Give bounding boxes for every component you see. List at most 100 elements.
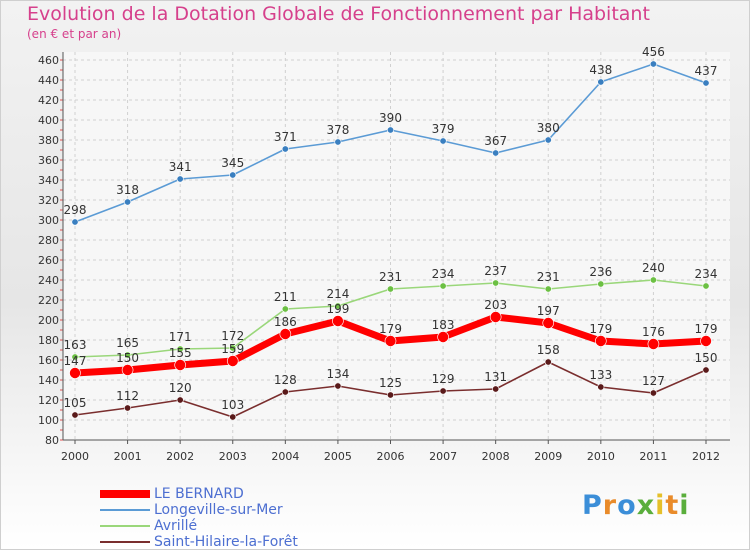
legend-swatch-saint-hilaire-la-foret	[100, 541, 150, 543]
data-point-le-bernard	[595, 335, 607, 347]
data-point-le-bernard	[279, 328, 292, 340]
data-label-avrille: 231	[379, 270, 402, 284]
data-point-longeville-sur-mer	[702, 79, 710, 87]
data-point-longeville-sur-mer	[229, 171, 237, 179]
data-label-saint-hilaire-la-foret: 158	[537, 343, 560, 357]
data-label-avrille: 214	[326, 287, 349, 301]
legend-swatch-avrille	[100, 525, 150, 527]
legend-label-longeville-sur-mer: Longeville-sur-Mer	[154, 502, 283, 518]
data-point-saint-hilaire-la-foret	[492, 385, 500, 393]
data-label-le-bernard: 203	[484, 298, 507, 312]
data-point-saint-hilaire-la-foret	[334, 382, 342, 390]
data-label-longeville-sur-mer: 345	[221, 156, 244, 170]
data-point-saint-hilaire-la-foret	[649, 389, 657, 397]
legend-item-saint-hilaire-la-foret: Saint-Hilaire-la-Forêt	[100, 534, 298, 550]
data-label-avrille: 211	[274, 290, 297, 304]
data-point-saint-hilaire-la-foret	[176, 396, 184, 404]
x-tick-label: 2009	[534, 450, 562, 463]
y-tick-label: 220	[38, 294, 59, 307]
data-label-saint-hilaire-la-foret: 105	[64, 396, 87, 410]
chart-title: Evolution de la Dotation Globale de Fonc…	[27, 3, 650, 25]
plot-area	[63, 52, 730, 440]
x-tick-label: 2003	[219, 450, 247, 463]
data-point-longeville-sur-mer	[71, 218, 79, 226]
data-point-longeville-sur-mer	[439, 137, 447, 145]
data-label-le-bernard: 179	[695, 322, 718, 336]
data-point-longeville-sur-mer	[597, 78, 605, 86]
data-label-saint-hilaire-la-foret: 150	[695, 351, 718, 365]
legend-item-le-bernard: LE BERNARD	[100, 486, 298, 502]
x-tick-label: 2002	[166, 450, 194, 463]
data-label-longeville-sur-mer: 438	[589, 63, 612, 77]
data-label-saint-hilaire-la-foret: 125	[379, 376, 402, 390]
data-label-longeville-sur-mer: 380	[537, 121, 560, 135]
y-tick-label: 160	[38, 354, 59, 367]
x-tick-label: 2007	[429, 450, 457, 463]
data-point-longeville-sur-mer	[124, 198, 132, 206]
data-label-longeville-sur-mer: 390	[379, 111, 402, 125]
y-tick-label: 380	[38, 134, 59, 147]
data-label-le-bernard: 199	[326, 302, 349, 316]
data-label-le-bernard: 183	[432, 318, 455, 332]
data-point-avrille	[702, 282, 710, 290]
data-point-le-bernard	[174, 359, 186, 371]
y-tick-label: 240	[38, 274, 59, 287]
x-tick-label: 2001	[114, 450, 142, 463]
data-point-le-bernard	[700, 335, 712, 347]
data-label-le-bernard: 186	[274, 315, 297, 329]
data-label-saint-hilaire-la-foret: 134	[326, 367, 349, 381]
data-label-le-bernard: 197	[537, 304, 560, 318]
data-label-saint-hilaire-la-foret: 129	[432, 372, 455, 386]
data-label-saint-hilaire-la-foret: 133	[589, 368, 612, 382]
data-label-avrille: 240	[642, 261, 665, 275]
y-tick-label: 300	[38, 214, 59, 227]
y-tick-label: 100	[38, 414, 59, 427]
data-point-avrille	[176, 345, 184, 353]
data-label-saint-hilaire-la-foret: 112	[116, 389, 139, 403]
data-label-longeville-sur-mer: 318	[116, 183, 139, 197]
data-label-le-bernard: 176	[642, 325, 665, 339]
data-point-le-bernard	[647, 338, 660, 350]
data-point-longeville-sur-mer	[544, 136, 552, 144]
y-tick-label: 440	[38, 74, 59, 87]
x-tick-label: 2010	[587, 450, 615, 463]
data-label-longeville-sur-mer: 367	[484, 134, 507, 148]
data-label-avrille: 237	[484, 264, 507, 278]
data-point-le-bernard	[332, 315, 344, 327]
data-label-longeville-sur-mer: 298	[64, 203, 87, 217]
legend-item-longeville-sur-mer: Longeville-sur-Mer	[100, 502, 298, 518]
data-point-le-bernard	[489, 311, 502, 323]
data-point-longeville-sur-mer	[492, 149, 500, 157]
data-label-longeville-sur-mer: 379	[432, 122, 455, 136]
data-label-saint-hilaire-la-foret: 127	[642, 374, 665, 388]
proxiti-logo: Proxiti	[582, 490, 690, 521]
data-point-le-bernard	[226, 355, 239, 367]
data-label-avrille: 165	[116, 336, 139, 350]
data-point-saint-hilaire-la-foret	[124, 404, 132, 412]
x-tick-label: 2006	[377, 450, 405, 463]
data-point-avrille	[492, 279, 500, 287]
data-label-longeville-sur-mer: 456	[642, 45, 665, 59]
data-point-saint-hilaire-la-foret	[439, 387, 447, 395]
data-point-longeville-sur-mer	[281, 145, 289, 153]
data-point-saint-hilaire-la-foret	[281, 388, 289, 396]
data-label-avrille: 163	[64, 338, 87, 352]
data-point-avrille	[649, 276, 657, 284]
x-tick-label: 2004	[271, 450, 299, 463]
data-label-avrille: 236	[589, 265, 612, 279]
data-point-saint-hilaire-la-foret	[597, 383, 605, 391]
x-tick-label: 2008	[482, 450, 510, 463]
legend-item-avrille: Avrillé	[100, 518, 298, 534]
y-tick-label: 280	[38, 234, 59, 247]
y-tick-label: 320	[38, 194, 59, 207]
data-point-avrille	[439, 282, 447, 290]
data-label-le-bernard: 150	[116, 351, 139, 365]
data-label-le-bernard: 179	[379, 322, 402, 336]
legend-swatch-longeville-sur-mer	[100, 509, 150, 511]
y-tick-label: 120	[38, 394, 59, 407]
data-point-longeville-sur-mer	[334, 138, 342, 146]
data-label-saint-hilaire-la-foret: 120	[169, 381, 192, 395]
x-tick-label: 2000	[61, 450, 89, 463]
data-label-le-bernard: 159	[221, 342, 244, 356]
